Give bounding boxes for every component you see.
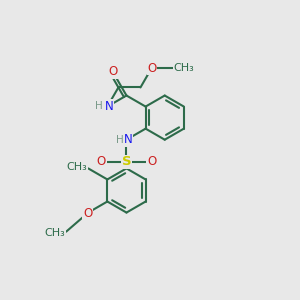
Text: O: O <box>148 62 157 75</box>
Text: CH₃: CH₃ <box>67 162 87 172</box>
Text: CH₃: CH₃ <box>173 63 194 73</box>
Text: O: O <box>147 155 156 168</box>
Text: O: O <box>109 65 118 79</box>
Text: O: O <box>97 155 106 168</box>
Text: O: O <box>83 207 92 220</box>
Text: N: N <box>104 100 113 113</box>
Text: S: S <box>122 155 131 168</box>
Text: H: H <box>116 135 124 145</box>
Text: H: H <box>95 101 103 111</box>
Text: CH₃: CH₃ <box>45 228 65 238</box>
Text: N: N <box>124 133 133 146</box>
